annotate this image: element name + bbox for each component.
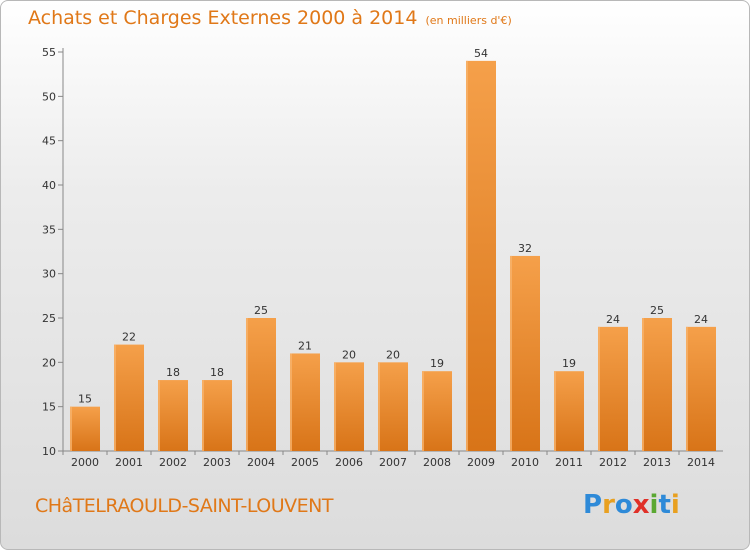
bar-highlight: [686, 326, 688, 451]
bar: [70, 406, 100, 451]
bar-value-label: 18: [166, 366, 180, 379]
y-tick-label: 50: [42, 90, 56, 103]
y-tick-label: 35: [42, 223, 56, 236]
logo-letter: t: [658, 490, 671, 520]
bar-value-label: 19: [430, 357, 444, 370]
bar-highlight: [334, 362, 336, 451]
logo-letter: r: [602, 490, 615, 520]
bar-value-label: 18: [210, 366, 224, 379]
chart-bars: [70, 60, 716, 451]
chart-subtitle: (en milliers d'€): [425, 14, 512, 27]
bar-value-label: 19: [562, 357, 576, 370]
chart-labels: 15 2000 22 2001 18 2002 18 2003 25 2004 21 2005 20 20…: [71, 47, 715, 469]
x-tick-label: 2012: [599, 456, 627, 469]
bar: [422, 371, 452, 451]
bar: [642, 318, 672, 451]
x-tick-label: 2000: [71, 456, 99, 469]
x-tick-label: 2005: [291, 456, 319, 469]
y-tick-label: 30: [42, 268, 56, 281]
bar-highlight: [554, 371, 556, 451]
bar: [554, 371, 584, 451]
bar-value-label: 22: [122, 331, 136, 344]
bar: [598, 326, 628, 451]
bar: [686, 326, 716, 451]
bar: [334, 362, 364, 451]
y-tick-label: 40: [42, 179, 56, 192]
y-tick-label: 55: [42, 46, 56, 59]
bar: [246, 318, 276, 451]
bar-highlight: [70, 406, 72, 451]
x-tick-label: 2004: [247, 456, 275, 469]
bar-value-label: 15: [78, 393, 92, 406]
x-tick-label: 2014: [687, 456, 715, 469]
bar-highlight: [114, 344, 116, 451]
bar-value-label: 24: [606, 313, 620, 326]
logo-letter: x: [632, 490, 650, 520]
proxiti-logo: Proxiti: [583, 490, 680, 520]
bar-highlight: [202, 380, 204, 451]
bar-highlight: [158, 380, 160, 451]
x-tick-label: 2010: [511, 456, 539, 469]
x-tick-label: 2008: [423, 456, 451, 469]
logo-letter: i: [670, 490, 680, 520]
bar-highlight: [510, 255, 512, 451]
x-tick-label: 2013: [643, 456, 671, 469]
y-tick-label: 20: [42, 356, 56, 369]
bar-value-label: 20: [386, 348, 400, 361]
x-tick-label: 2011: [555, 456, 583, 469]
logo-letter: o: [614, 490, 633, 520]
bar-highlight: [246, 318, 248, 451]
x-tick-label: 2003: [203, 456, 231, 469]
bar-value-label: 24: [694, 313, 708, 326]
x-tick-label: 2002: [159, 456, 187, 469]
bar-highlight: [378, 362, 380, 451]
bar-highlight: [422, 371, 424, 451]
bar-value-label: 54: [474, 47, 488, 60]
bar-value-label: 25: [254, 304, 268, 317]
logo-letter: P: [583, 490, 603, 520]
y-tick-label: 45: [42, 135, 56, 148]
bar: [510, 255, 540, 451]
bar-value-label: 32: [518, 242, 532, 255]
x-tick-label: 2007: [379, 456, 407, 469]
y-tick-label: 15: [42, 401, 56, 414]
bar: [158, 380, 188, 451]
chart-title: Achats et Charges Externes 2000 à 2014 (e…: [28, 7, 512, 29]
x-tick-label: 2001: [115, 456, 143, 469]
chart-title-text: Achats et Charges Externes 2000 à 2014: [28, 7, 418, 29]
bar-highlight: [598, 326, 600, 451]
bar: [290, 353, 320, 451]
bar: [114, 344, 144, 451]
bar: [378, 362, 408, 451]
bar: [466, 60, 496, 451]
y-tick-label: 25: [42, 312, 56, 325]
bar-value-label: 21: [298, 339, 312, 352]
x-tick-label: 2009: [467, 456, 495, 469]
bar-highlight: [642, 318, 644, 451]
bar-value-label: 25: [650, 304, 664, 317]
bar-value-label: 20: [342, 348, 356, 361]
x-tick-label: 2006: [335, 456, 363, 469]
city-name: CHâTELRAOULD-SAINT-LOUVENT: [35, 495, 333, 517]
y-tick-label: 10: [42, 445, 56, 458]
bar-highlight: [290, 353, 292, 451]
logo-letter: i: [649, 490, 659, 520]
bar-highlight: [466, 60, 468, 451]
bar: [202, 380, 232, 451]
